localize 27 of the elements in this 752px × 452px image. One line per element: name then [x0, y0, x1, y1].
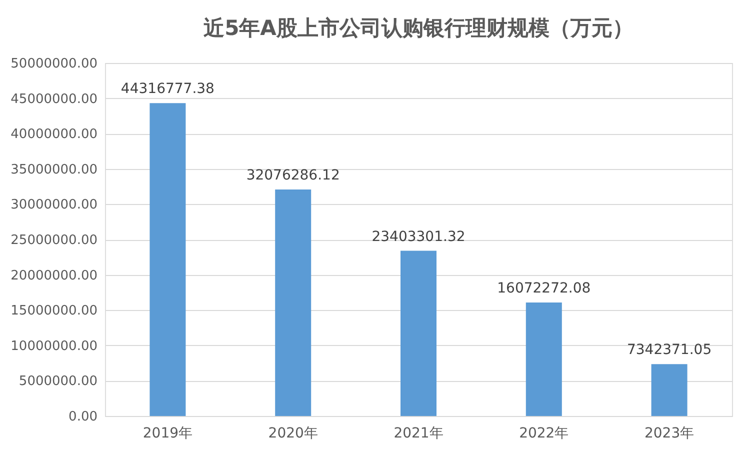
x-tick-label: 2023年: [644, 426, 694, 442]
y-tick-label: 0.00: [68, 410, 98, 424]
y-tick-label: 30000000.00: [10, 198, 98, 213]
data-label: 7342371.05: [626, 342, 712, 358]
bar: [400, 250, 436, 416]
y-tick-label: 45000000.00: [10, 92, 98, 107]
bar: [651, 364, 688, 416]
y-tick-label: 10000000.00: [10, 338, 98, 354]
y-tick-label: 15000000.00: [10, 304, 98, 319]
y-tick-label: 50000000.00: [10, 56, 98, 72]
data-label: 44316777.38: [120, 81, 214, 98]
x-tick-label: 2020年: [268, 426, 318, 442]
bar: [526, 302, 562, 416]
data-label: 32076286.12: [246, 168, 340, 184]
y-tick-label: 35000000.00: [10, 162, 98, 178]
data-label: 16072272.08: [497, 280, 591, 297]
bar: [275, 190, 312, 416]
y-tick-label: 25000000.00: [10, 233, 98, 248]
data-label: 23403301.32: [372, 228, 466, 245]
x-tick-label: 2022年: [519, 426, 569, 442]
x-tick-label: 2021年: [394, 426, 444, 442]
chart-title: 近5年A股上市公司认购银行理财规模（万元）: [202, 16, 634, 40]
y-tick-label: 5000000.00: [18, 374, 98, 390]
y-tick-label: 20000000.00: [10, 268, 98, 284]
y-tick-label: 40000000.00: [10, 127, 98, 142]
bar: [150, 103, 186, 416]
x-tick-label: 2019年: [142, 426, 193, 442]
